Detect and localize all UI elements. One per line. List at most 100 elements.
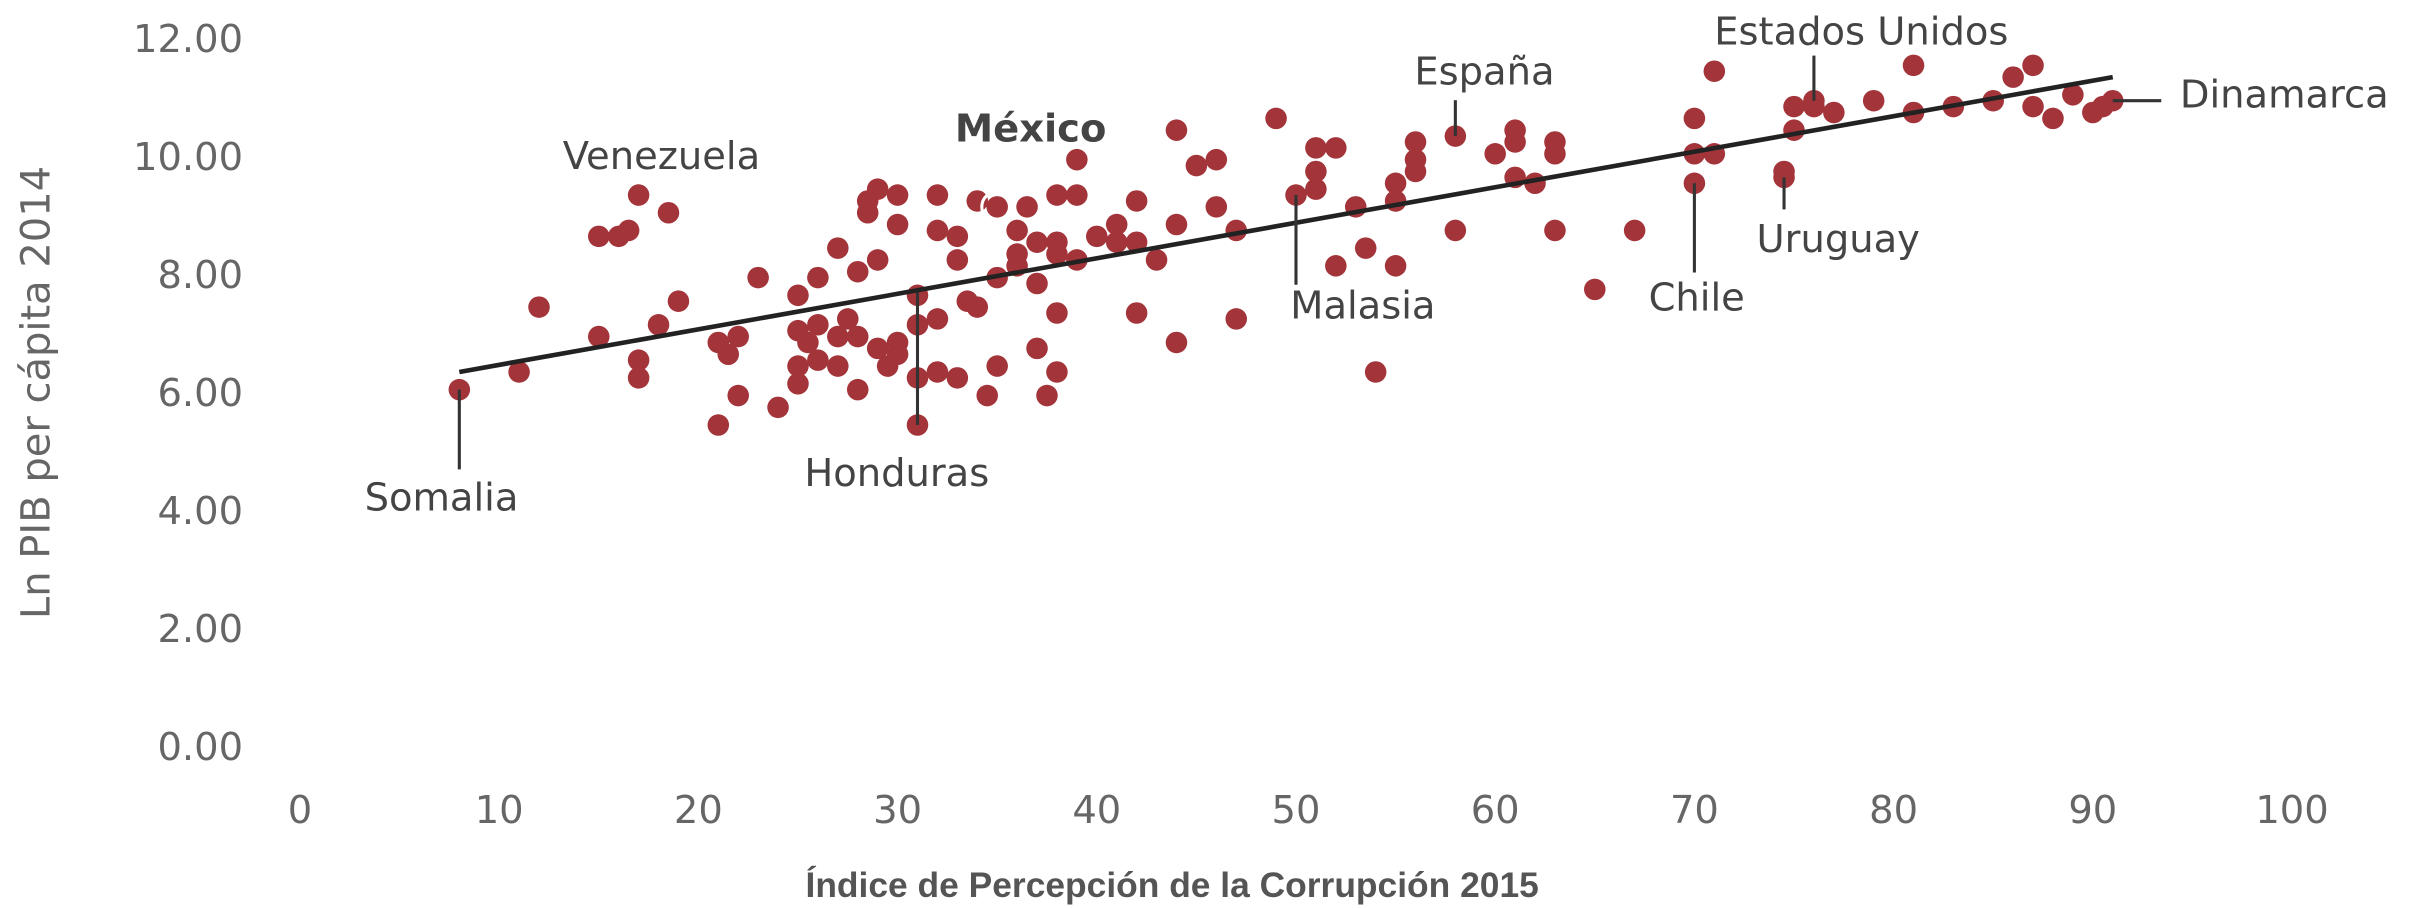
- point: [707, 414, 730, 436]
- point: [1165, 213, 1188, 236]
- point: [926, 361, 949, 383]
- point: [976, 384, 998, 407]
- point: [1384, 172, 1407, 195]
- point: [846, 325, 869, 348]
- point: [1066, 148, 1088, 171]
- point: [2092, 95, 2114, 118]
- point: [1683, 107, 1706, 130]
- point: [837, 308, 859, 330]
- x-tick-label: 50: [1272, 788, 1321, 833]
- point: [946, 367, 969, 389]
- point: [1066, 184, 1088, 206]
- point: [2022, 95, 2044, 118]
- point: [986, 196, 1008, 218]
- point: [1125, 190, 1148, 212]
- point: [1225, 308, 1247, 330]
- point: [588, 225, 610, 248]
- point: [1285, 184, 1307, 206]
- point: [866, 337, 889, 360]
- point: [1016, 196, 1038, 218]
- point: [1086, 225, 1108, 248]
- point: [1404, 160, 1427, 183]
- point: [1026, 272, 1048, 295]
- annotation-label: Malasia: [1290, 283, 1435, 328]
- point: [926, 184, 949, 206]
- annotation-label: España: [1414, 50, 1554, 95]
- point: [767, 396, 789, 419]
- point: [1783, 119, 1805, 141]
- point: [1364, 361, 1387, 383]
- point: [1404, 131, 1427, 153]
- point: [657, 201, 680, 224]
- point: [2042, 107, 2064, 130]
- point: [1165, 119, 1188, 141]
- point: [1205, 196, 1228, 218]
- point: [2062, 84, 2084, 106]
- point: [617, 219, 640, 242]
- point: [1484, 143, 1506, 165]
- annotation-label: Chile: [1649, 276, 1745, 321]
- point: [1185, 154, 1208, 177]
- point: [1703, 60, 1726, 82]
- point: [1036, 384, 1058, 407]
- point: [1026, 231, 1048, 253]
- x-tick-label: 40: [1072, 788, 1121, 833]
- point: [866, 178, 889, 200]
- point: [1783, 95, 1805, 118]
- point: [787, 284, 809, 307]
- point: [1305, 160, 1327, 183]
- point: [1145, 249, 1168, 271]
- point: [1046, 361, 1068, 383]
- point: [1354, 237, 1377, 259]
- point: [747, 266, 769, 289]
- point: [866, 249, 889, 271]
- point: [1544, 143, 1566, 165]
- point: [727, 384, 749, 407]
- point: [1623, 219, 1646, 242]
- point: [827, 237, 849, 259]
- point: [856, 201, 879, 224]
- point: [508, 361, 530, 383]
- annotation-label: Uruguay: [1757, 217, 1920, 262]
- point: [1026, 337, 1048, 360]
- point: [827, 325, 849, 348]
- point: [1006, 219, 1028, 242]
- point: [1325, 137, 1347, 159]
- point: [1125, 302, 1148, 324]
- point: [886, 213, 909, 236]
- point: [1862, 89, 1885, 112]
- y-tick-label: 12.00: [133, 17, 243, 62]
- point: [1046, 302, 1068, 324]
- point: [966, 190, 989, 212]
- point: [627, 184, 650, 206]
- point: [1823, 101, 1845, 124]
- annotation-label: Estados Unidos: [1714, 10, 2008, 55]
- point: [1773, 160, 1795, 183]
- point: [1305, 178, 1327, 200]
- y-tick-label: 2.00: [157, 607, 243, 652]
- y-tick-label: 8.00: [157, 253, 243, 298]
- point: [667, 290, 690, 312]
- x-axis-title: Índice de Percepción de la Corrupción 20…: [806, 865, 1539, 905]
- point: [1105, 231, 1128, 253]
- point: [1105, 213, 1128, 236]
- point: [787, 372, 809, 395]
- point: [1584, 278, 1606, 301]
- point: [1325, 255, 1347, 277]
- point: [807, 266, 829, 289]
- point: [946, 249, 969, 271]
- point: [926, 219, 949, 242]
- point: [1125, 231, 1148, 253]
- point: [846, 260, 869, 283]
- point: [1504, 131, 1526, 153]
- point: [886, 331, 909, 354]
- point: [1384, 255, 1407, 277]
- x-tick-label: 20: [674, 788, 723, 833]
- y-tick-label: 6.00: [157, 371, 243, 416]
- point: [797, 331, 819, 354]
- x-tick-label: 10: [475, 788, 524, 833]
- point: [588, 325, 610, 348]
- point: [727, 325, 749, 348]
- point: [1205, 148, 1228, 171]
